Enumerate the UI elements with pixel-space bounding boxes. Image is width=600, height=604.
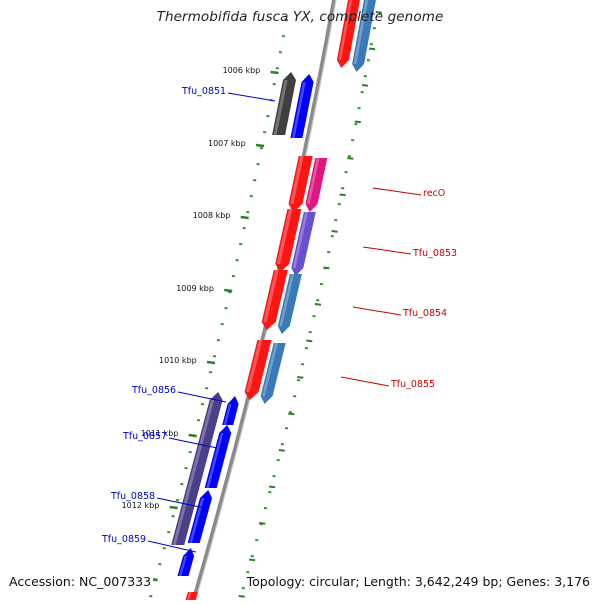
inner-tick [347, 158, 353, 159]
gene-label-leader [157, 498, 205, 508]
accession-text: Accession: NC_007333 [7, 574, 153, 589]
gene-label-reco[interactable]: recO [423, 188, 445, 200]
major-tick [189, 435, 197, 436]
major-tick [170, 507, 178, 508]
gene-arrow-tfu-0859 [178, 548, 195, 576]
inner-tick [249, 560, 255, 561]
inner-tick [288, 414, 294, 415]
major-tick [256, 145, 264, 146]
gene-label-tfu-0858[interactable]: Tfu_0858 [111, 491, 155, 503]
inner-tick [239, 596, 245, 597]
tick-label: 1007 kbp [208, 139, 246, 149]
gene-label-tfu-0853[interactable]: Tfu_0853 [413, 248, 457, 260]
gene-label-tfu-0857[interactable]: Tfu_0857 [123, 431, 167, 443]
gene-label-tfu-0855[interactable]: Tfu_0855 [391, 379, 435, 391]
major-tick [224, 290, 232, 291]
gene-label-tfu-0856[interactable]: Tfu_0856 [132, 385, 176, 397]
major-tick [271, 72, 279, 73]
tick-label: 1010 kbp [159, 356, 197, 366]
gene-arrow-tfu-0856 [222, 396, 238, 425]
gene-label-leader [363, 247, 411, 254]
inner-tick [306, 341, 312, 342]
tick-label: 1008 kbp [193, 211, 231, 221]
tick-label: 1006 kbp [223, 66, 261, 76]
inner-tick [279, 450, 285, 451]
gene-label-leader [373, 188, 421, 195]
gene-label-tfu-0854[interactable]: Tfu_0854 [403, 308, 447, 320]
gene-label-tfu-0851[interactable]: Tfu_0851 [182, 86, 226, 98]
inner-tick [369, 49, 375, 50]
major-tick [241, 217, 249, 218]
map-title: Thermobifida fusca YX, complete genome [0, 9, 600, 25]
inner-tick [259, 523, 265, 524]
gene-label-leader [228, 93, 275, 101]
inner-tick [315, 304, 321, 305]
major-tick [207, 362, 215, 363]
inner-tick [323, 268, 329, 269]
genome-stats-text: Topology: circular; Length: 3,642,249 bp… [245, 574, 592, 589]
tick-label: 1009 kbp [176, 284, 214, 294]
inner-tick [362, 85, 368, 86]
gene-label-leader [353, 307, 401, 315]
inner-tick [332, 231, 338, 232]
inner-tick [269, 487, 275, 488]
inner-tick [340, 195, 346, 196]
gene-label-leader [341, 377, 389, 386]
inner-tick [355, 122, 361, 123]
gene-label-tfu-0859[interactable]: Tfu_0859 [102, 534, 146, 546]
inner-tick [297, 377, 303, 378]
